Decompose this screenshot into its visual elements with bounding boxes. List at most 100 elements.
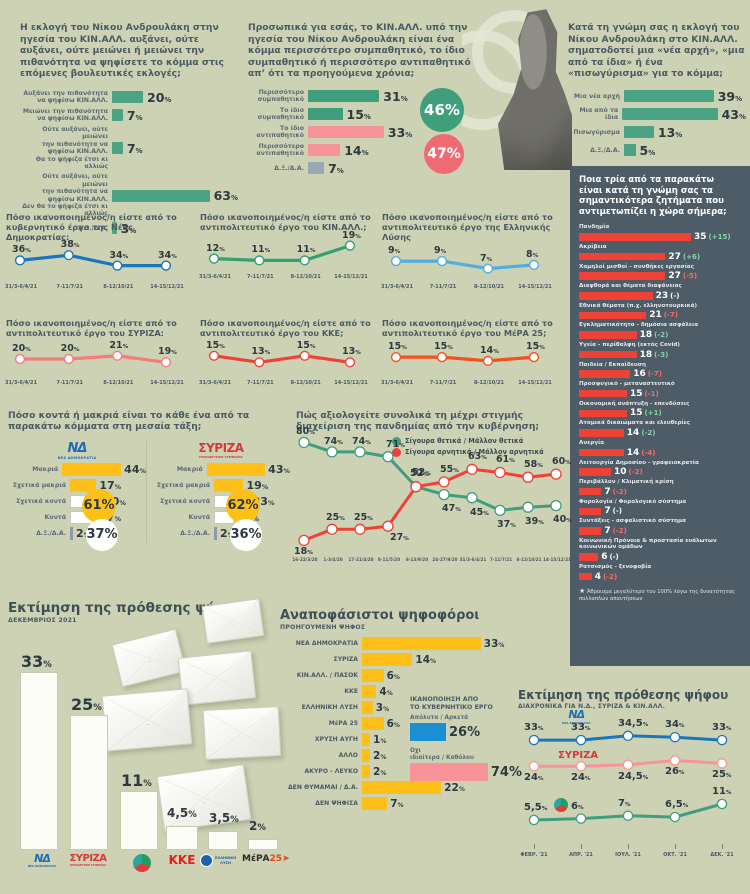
axis-tick	[581, 844, 582, 849]
middleclass-row: Δ.Ξ./Δ.Α.2%	[8, 526, 146, 540]
issue-delta: (-2)	[654, 330, 669, 339]
issue-bar	[579, 487, 602, 496]
point-label: 13%	[342, 346, 361, 358]
issue-value: 16	[633, 369, 646, 380]
issue-item: Πανδημία 35 (+15)	[579, 224, 740, 242]
undecided-value: 33%	[483, 637, 505, 650]
timeseries-point-label: 24%	[524, 772, 544, 784]
bar-value: 7%	[126, 107, 143, 123]
bar-value: 20%	[147, 89, 172, 105]
nd-logo: ΝΔ ΝΕΑ ΔΗΜΟΚΡΑΤΙΑ	[57, 440, 97, 460]
timeseries-point-label: 33%	[712, 722, 732, 734]
issue-label: Παιδεία / Εκπαίδευση	[579, 361, 646, 368]
undecided-value: 3%	[375, 701, 390, 714]
undecided-label: ΚΙΝ.ΑΛΛ. / ΠΑΣΟΚ	[296, 672, 358, 679]
issue-delta: (-)	[609, 553, 619, 562]
bar-label: Αυξάνει την πιθανότητα να ψηφίσω ΚΙΝ.ΑΛΛ.	[23, 90, 108, 105]
satisfaction-chart: Πόσο ικανοποιημένος/η είστε από το αντιπ…	[381, 318, 564, 390]
portrait-photo	[462, 0, 572, 170]
issue-delta: (-5)	[682, 272, 698, 281]
kinal-logo	[554, 798, 568, 812]
bar-label: Το ίδιο αντιπαθητικό	[256, 125, 304, 140]
bar-label: Μια από τα ίδια	[579, 107, 619, 122]
issue-value: 7	[604, 506, 611, 517]
middleclass-nd-column: ΝΔ ΝΕΑ ΔΗΜΟΚΡΑΤΙΑ Μακριά 44% Σχετικά μακρι…	[8, 440, 146, 551]
issue-delta: (-2)	[641, 428, 656, 437]
summary-positive-value: 46%	[424, 101, 460, 119]
undecided-value: 2%	[373, 749, 387, 762]
pandemic-question: Πώς αξιολογείτε συνολικά τη μέχρι στιγμή…	[296, 410, 540, 433]
middleclass-row: Κοντά13%	[152, 510, 290, 524]
issue-bar	[579, 409, 627, 418]
panel3-bars: Μια νέα αρχή 39% Μια από τα ίδια 43% Πισωγύρ…	[568, 89, 746, 158]
middleclass-far-total: 61%	[82, 488, 116, 523]
bar-label: Δ.Ξ./Δ.Α.	[274, 164, 304, 172]
panel1-bars: Αυξάνει την πιθανότητα να ψηφίσω ΚΙΝ.ΑΛΛ.…	[20, 90, 238, 236]
middleclass-value: 43%	[268, 462, 290, 476]
gov-satisfaction-inset: ΙΚΑΝΟΠΟΙΗΣΗ ΑΠΟ ΤΟ ΚΥΒΕΡΝΗΤΙΚΟ ΕΡΓΟ Απόλ…	[410, 696, 522, 782]
point-label-positive: 74%	[352, 435, 371, 447]
issue-bar	[579, 448, 624, 457]
axis-tick-label: 8-12/10/21	[103, 380, 134, 386]
issue-label: Χαμηλοί μισθοί - συνθήκες εργασίας	[579, 263, 695, 270]
point-label-positive: 74%	[324, 435, 343, 447]
timeseries-point-label: 6%	[571, 800, 584, 812]
panel2-question: Προσωπικά για εσάς, το ΚΙΝ.ΑΛΛ. υπό την …	[248, 22, 471, 80]
axis-tick-label: 16-22/3/20	[292, 556, 318, 562]
point-label-negative: 18%	[294, 546, 313, 558]
gov-sat-negative-bar	[410, 763, 488, 782]
issue-label: Συντάξεις - ασφαλιστικό σύστημα	[579, 518, 686, 525]
vote-bar-label: 25%	[71, 695, 102, 715]
bar-value: 5%	[639, 142, 656, 158]
issues-footnote-text: Άθροισμα μεγαλύτερο του 100% λόγω της δυ…	[579, 588, 735, 602]
point-label-negative: 52%	[410, 468, 429, 480]
issues-list: Πανδημία 35 (+15) Ακρίβεια 27 (+6) Χαμηλοί μισ…	[579, 224, 740, 582]
axis-tick-label: 1-3/4/20	[323, 556, 343, 562]
issue-label: Περιβάλλον / Κλιματική κρίση	[579, 479, 674, 486]
satisfaction-chart-title: Πόσο ικανοποιημένος/η είστε από το αντιπ…	[200, 318, 371, 338]
undecided-row: ΝΕΑ ΔΗΜΟΚΡΑΤΙΑ 33%	[280, 637, 520, 650]
middleclass-row: Δ.Ξ./Δ.Α.2%	[152, 526, 290, 540]
summary-negative-badge: 47%	[424, 134, 464, 174]
issue-delta: (+1)	[644, 409, 662, 418]
party-logo	[120, 854, 164, 872]
top-issues-panel: Ποια τρία από τα παρακάτω είναι κατά τη …	[570, 166, 750, 666]
middleclass-close-total: 37%	[86, 518, 118, 551]
undecided-label: ΜέΡΑ 25	[328, 720, 358, 727]
satisfaction-chart-title: Πόσο ικανοποιημένος/η είστε από το αντιπ…	[382, 318, 553, 338]
issue-item: Ανεργία 14 (-4)	[579, 440, 740, 458]
axis-tick-label: 8-12/10/21	[290, 380, 321, 386]
issue-item: Περιβάλλον / Κλιματική κρίση 7 (-2)	[579, 479, 740, 497]
vote-estimate-subtitle: ΔΕΚΕΜΒΡΙΟΣ 2021	[8, 617, 77, 624]
axis-tick-label: 7-11/7/21	[56, 284, 83, 290]
axis-tick-label: 17-21/4/20	[348, 556, 374, 562]
middleclass-label: Μακριά	[32, 465, 59, 473]
issue-value: 21	[649, 310, 662, 321]
issue-item: Ακρίβεια 27 (+6)	[579, 244, 740, 262]
point-label: 11%	[296, 244, 316, 256]
issue-bar	[579, 527, 602, 535]
timeseries-point-label: 5,5%	[524, 802, 548, 814]
axis-tick-label: 31/3-6/4/21	[5, 380, 37, 386]
bar-fill	[624, 144, 636, 157]
gov-sat-positive-bar	[410, 723, 446, 742]
gov-sat-negative-label-1: Οχι	[410, 748, 421, 755]
bar-label: Περισσότερο αντιπαθητικό	[256, 143, 304, 158]
issues-heading: Ποια τρία από τα παρακάτω είναι κατά τη …	[579, 175, 727, 217]
middleclass-label: Σχετικά μακριά	[156, 481, 210, 489]
undecided-row: ΚΚΕ 4%	[280, 685, 520, 698]
issue-label: Εγκληματικότητα - δημόσια ασφάλεια	[579, 322, 699, 329]
issue-bar	[579, 507, 602, 516]
axis-tick-label: 31/3-6/4/21	[199, 380, 231, 386]
issue-bar	[579, 389, 627, 398]
bar-row: Πισωγύρισμα 13%	[568, 125, 746, 140]
bar-value: 7%	[126, 140, 143, 156]
point-label: 19%	[342, 229, 361, 241]
bar-label: Ούτε αυξάνει, ούτε μειώνει την πιθανότητα…	[35, 125, 108, 170]
issue-label: Ανεργία	[579, 439, 605, 446]
bar-value: 39%	[717, 88, 743, 104]
satisfaction-plot: 12% 11% 11% 19% 31/3-6/4/21 7-11/7/21 8-12/10/…	[199, 230, 380, 284]
point-label-negative: 25%	[326, 512, 345, 524]
axis-tick-label: 8-12/10/21	[290, 274, 321, 280]
